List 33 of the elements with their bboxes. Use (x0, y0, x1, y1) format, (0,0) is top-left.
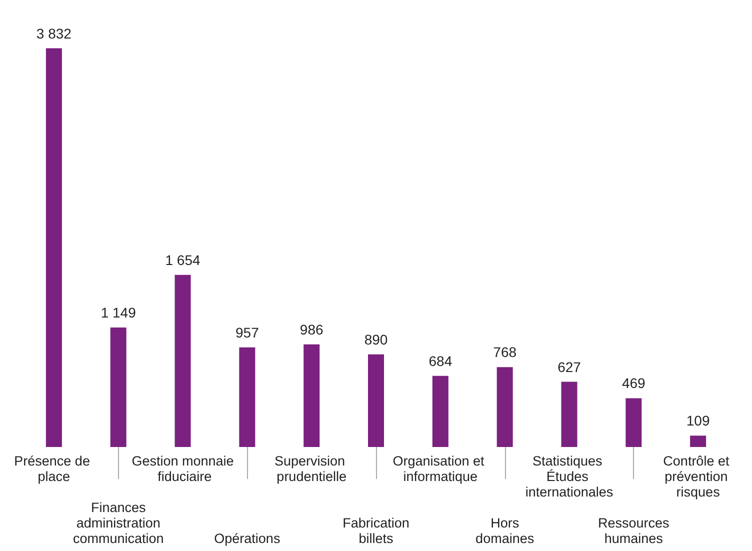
data-label: 684 (428, 352, 452, 369)
bar (432, 376, 448, 447)
data-label: 986 (300, 321, 324, 338)
bar (174, 274, 191, 447)
bar (304, 344, 320, 447)
bar (690, 436, 706, 447)
x-tick-label: Hors domaines (476, 515, 534, 546)
x-tick-label: Organisation et informatique (392, 453, 488, 484)
x-tick-label: Finances administration communication (72, 500, 164, 546)
x-tick-label: Fabrication billets (342, 515, 410, 546)
data-label: 109 (686, 412, 710, 429)
data-label: 469 (622, 375, 646, 392)
bar (46, 48, 62, 447)
data-label: 3 832 (36, 25, 72, 42)
x-tick-label: Supervision prudentielle (274, 453, 349, 484)
data-label: 957 (235, 324, 260, 340)
bar (626, 398, 642, 447)
data-label: 768 (493, 344, 517, 360)
data-label: 627 (558, 358, 582, 375)
bar (368, 354, 384, 447)
x-tick-label: Ressources humaines (598, 515, 670, 546)
x-tick-label: Contrôle et prévention risques (663, 453, 733, 500)
data-label: 890 (364, 331, 388, 348)
data-label: 1 149 (100, 304, 136, 320)
x-tick-label: Présence de place (14, 453, 94, 484)
bar (561, 382, 578, 447)
x-tick-label: Statistiques Études internationales (525, 453, 614, 500)
bar (239, 347, 256, 447)
data-label: 1 654 (165, 252, 200, 268)
x-tick-label: Gestion monnaie fiduciaire (132, 453, 234, 484)
bar (110, 327, 126, 447)
bar (496, 367, 513, 447)
x-tick-label: Opérations (214, 530, 280, 546)
